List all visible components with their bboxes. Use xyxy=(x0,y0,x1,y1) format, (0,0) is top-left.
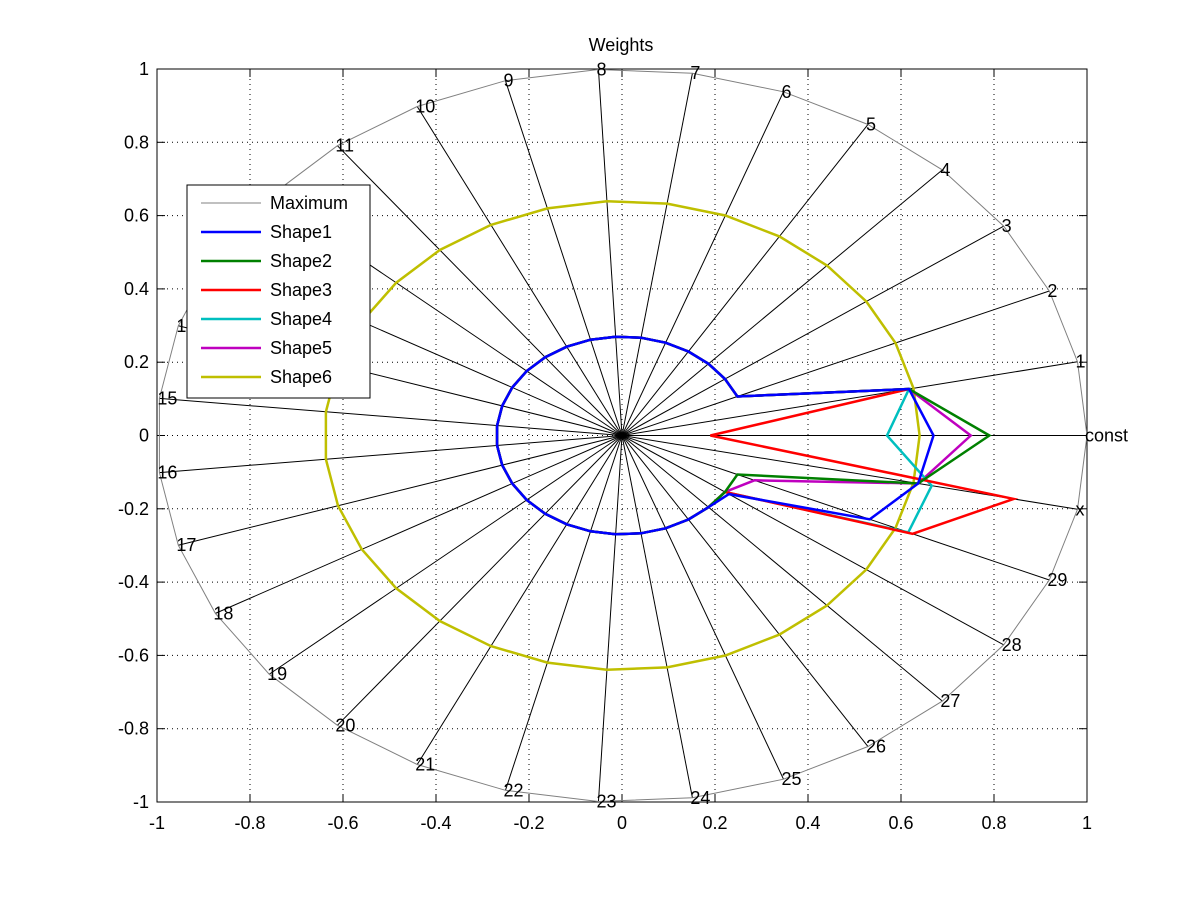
spoke-label: 15 xyxy=(157,388,177,408)
legend: Maximum Shape1 Shape2 Shape3 Shape4 Shape5 Sha… xyxy=(186,184,371,399)
spoke-line xyxy=(597,435,623,802)
spoke-label: 3 xyxy=(1002,216,1012,236)
spoke-label: 1 xyxy=(1075,352,1085,372)
spoke-label: 19 xyxy=(267,664,287,684)
spoke-label: 29 xyxy=(1047,570,1067,590)
spoke-line xyxy=(159,435,623,474)
x-tick-label: -0.8 xyxy=(234,813,265,833)
y-tick-label: 0.6 xyxy=(124,206,149,226)
legend-label: Shape1 xyxy=(270,222,332,242)
y-tick-label: -0.2 xyxy=(118,499,149,519)
spoke-line xyxy=(621,169,943,436)
spoke-label: const xyxy=(1085,426,1128,446)
spoke-line xyxy=(621,124,869,436)
axis-ticks: -1 -0.8 -0.6 -0.4 -0.2 0 0.2 0.4 0.6 0.8 1 -1 -0.8 -0… xyxy=(118,59,1092,833)
spoke-line xyxy=(215,435,623,614)
spoke-line xyxy=(621,435,693,798)
legend-label: Shape6 xyxy=(270,367,332,387)
series-shape6-line xyxy=(324,199,921,672)
spoke-label: 26 xyxy=(866,737,886,757)
spoke-line xyxy=(621,435,943,702)
spoke-line xyxy=(337,435,623,726)
legend-label: Shape5 xyxy=(270,338,332,358)
x-tick-label: 0.8 xyxy=(981,813,1006,833)
spoke-line xyxy=(621,435,784,780)
spoke-line xyxy=(416,106,623,436)
y-tick-label: -0.4 xyxy=(118,572,149,592)
y-tick-label: 0.4 xyxy=(124,279,149,299)
spoke-line xyxy=(621,290,1050,436)
y-tick-label: -1 xyxy=(133,792,149,812)
spoke-label: 17 xyxy=(176,535,196,555)
y-tick-label: -0.6 xyxy=(118,645,149,665)
legend-box xyxy=(186,184,371,399)
x-tick-label: -0.2 xyxy=(513,813,544,833)
spoke-line xyxy=(416,435,623,765)
y-tick-label: 1 xyxy=(139,59,149,79)
x-tick-label: -0.4 xyxy=(420,813,451,833)
x-tick-label: 1 xyxy=(1082,813,1092,833)
legend-label: Shape2 xyxy=(270,251,332,271)
spoke-label: 25 xyxy=(781,769,801,789)
spoke-label: 7 xyxy=(690,63,700,83)
spoke-line xyxy=(621,361,1078,436)
spoke-line xyxy=(268,435,623,675)
chart-title: Weights xyxy=(589,35,654,55)
spoke-line xyxy=(178,435,623,546)
y-tick-label: 0.2 xyxy=(124,352,149,372)
spoke-line xyxy=(621,435,1050,581)
spoke-line xyxy=(504,435,623,791)
spoke-label: 20 xyxy=(335,715,355,735)
y-tick-label: -0.8 xyxy=(118,719,149,739)
spoke-label: 2 xyxy=(1047,281,1057,301)
x-tick-label: -1 xyxy=(149,813,165,833)
spoke-label: 22 xyxy=(503,780,523,800)
spoke-label: 8 xyxy=(596,59,606,79)
spoke-label: 27 xyxy=(940,691,960,711)
legend-label: Shape3 xyxy=(270,280,332,300)
y-tick-label: 0.8 xyxy=(124,132,149,152)
spoke-label: 9 xyxy=(503,71,513,91)
spoke-label: x xyxy=(1075,499,1084,519)
spoke-line xyxy=(621,435,869,747)
spoke-label: 28 xyxy=(1002,635,1022,655)
spoke-line xyxy=(504,80,623,436)
spoke-line xyxy=(621,91,784,436)
x-tick-label: 0 xyxy=(617,813,627,833)
spoke-label: 21 xyxy=(415,755,435,775)
x-tick-label: 0.4 xyxy=(795,813,820,833)
y-tick-label: 0 xyxy=(139,426,149,446)
x-tick-label: -0.6 xyxy=(327,813,358,833)
series-shape1-line xyxy=(495,335,935,536)
spoke-label: 18 xyxy=(213,603,233,623)
spoke-label: 4 xyxy=(940,160,950,180)
spoke-label: 10 xyxy=(415,96,435,116)
spoke-line xyxy=(159,397,623,436)
spoke-line xyxy=(337,145,623,436)
x-tick-label: 0.6 xyxy=(888,813,913,833)
legend-label: Shape4 xyxy=(270,309,332,329)
spoke-label: 11 xyxy=(335,136,354,156)
spoke-label: 6 xyxy=(781,82,791,102)
spoke-line xyxy=(621,73,693,436)
spoke-label: 5 xyxy=(866,114,876,134)
spoke-label: 23 xyxy=(596,792,616,812)
spoke-line xyxy=(597,69,623,436)
spoke-line xyxy=(621,225,1004,436)
x-tick-label: 0.2 xyxy=(702,813,727,833)
spoke-label: 16 xyxy=(157,463,177,483)
legend-label: Maximum xyxy=(270,193,348,213)
spoke-label: 24 xyxy=(690,788,710,808)
series-maximum-line xyxy=(158,68,1088,803)
series xyxy=(158,68,1088,803)
spoke-line xyxy=(621,435,1004,646)
